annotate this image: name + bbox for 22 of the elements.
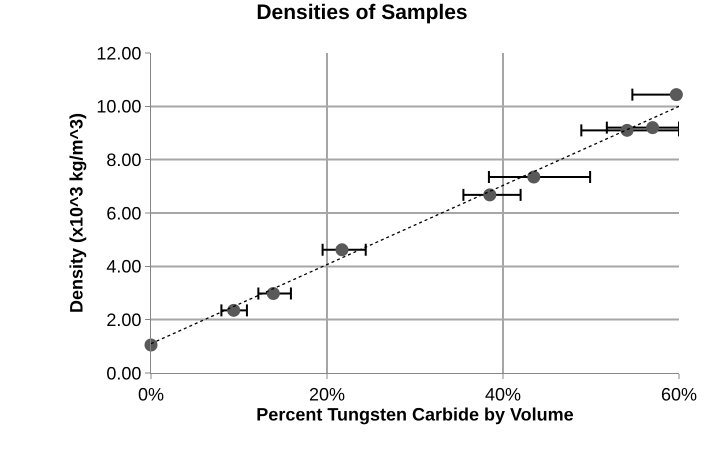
- y-axis-title: Density (x10^3 kg/m^3): [66, 112, 87, 314]
- y-tick-label: 6.00: [106, 203, 142, 224]
- point: [646, 121, 660, 134]
- y-tick-label: 12.00: [96, 43, 142, 64]
- point: [483, 188, 496, 202]
- x-tick-label: 0%: [138, 384, 164, 405]
- x-axis-title: Percent Tungsten Carbide by Volume: [256, 404, 574, 425]
- y-tick-label: 10.00: [96, 96, 142, 117]
- chart-title: Densities of Samples: [256, 1, 468, 24]
- x-tick-label: 40%: [484, 384, 522, 405]
- y-tick-label: 0.00: [106, 363, 142, 384]
- point: [335, 243, 348, 256]
- y-tick-label: 8.00: [106, 150, 142, 170]
- point: [620, 124, 634, 137]
- point: [670, 88, 683, 102]
- point: [227, 304, 240, 317]
- point: [527, 170, 540, 184]
- y-tick-label: 2.00: [106, 310, 142, 330]
- point: [266, 287, 280, 300]
- x-tick-label: 60%: [660, 384, 698, 405]
- x-tick-label: 20%: [308, 384, 346, 405]
- y-tick-label: 4.00: [106, 256, 142, 277]
